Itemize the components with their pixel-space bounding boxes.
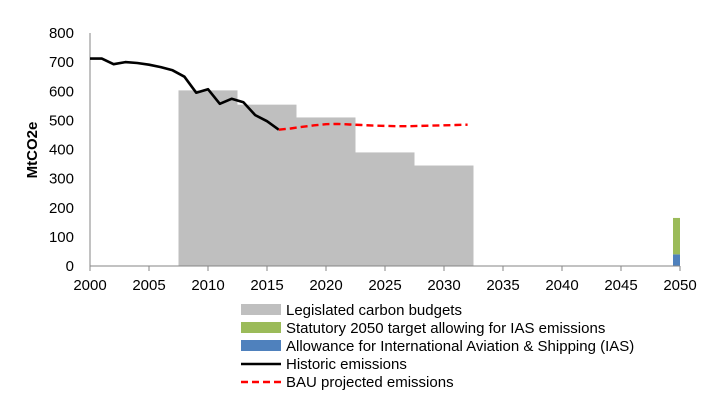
y-tick-label: 300: [49, 171, 74, 188]
legend-label-5: BAU projected emissions: [286, 374, 454, 391]
y-tick-label: 800: [49, 25, 74, 42]
budget-bar-4: [355, 152, 415, 266]
legend-label-1: Legislated carbon budgets: [286, 302, 462, 319]
x-tick-label: 2030: [427, 277, 460, 294]
x-tick-label: 2045: [604, 277, 637, 294]
x-tick-label: 2035: [486, 277, 519, 294]
y-tick-label: 100: [49, 229, 74, 246]
x-tick-label: 2020: [309, 277, 342, 294]
y-tick-label: 0: [66, 258, 74, 275]
budget-bar-5: [414, 165, 474, 266]
x-tick-label: 2005: [132, 277, 165, 294]
x-tick-label: 2050: [663, 277, 696, 294]
y-tick-labels: 0 100 200 300 400 500 600 700 800: [49, 25, 74, 275]
x-tick-label: 2025: [368, 277, 401, 294]
emission-lines: [90, 57, 468, 131]
y-tick-label: 200: [49, 200, 74, 217]
legend-label-4: Historic emissions: [286, 356, 407, 373]
budget-bar-1: [178, 90, 238, 266]
legend-swatch-3: [241, 340, 281, 351]
carbon-budget-bars: [178, 90, 474, 267]
x-tick-label: 2000: [73, 277, 106, 294]
legend-swatch-1: [241, 304, 281, 315]
budget-bar-3: [296, 117, 356, 267]
y-tick-label: 600: [49, 83, 74, 100]
bau-projection-line: [278, 122, 468, 131]
historic-emissions-line: [90, 57, 280, 131]
legend-swatch-2: [241, 322, 281, 333]
y-axis-label: MtCO2e: [24, 122, 41, 179]
x-tick-label: 2040: [545, 277, 578, 294]
legend-label-3: Allowance for International Aviation & S…: [286, 338, 634, 355]
statutory-target-bar: [673, 217, 680, 255]
x-tick-label: 2010: [191, 277, 224, 294]
y-tick-label: 400: [49, 142, 74, 159]
y-tick-label: 700: [49, 54, 74, 71]
ias-allowance-bar: [673, 254, 680, 266]
target-2050-stack: [673, 217, 680, 266]
budget-bar-2: [237, 104, 297, 267]
y-tick-label: 500: [49, 112, 74, 129]
legend-label-2: Statutory 2050 target allowing for IAS e…: [286, 320, 605, 337]
x-tick-labels: 2000 2005 2010 2015 2020 2025 2030 2035 2040 2045…: [73, 266, 697, 294]
x-tick-label: 2015: [250, 277, 283, 294]
